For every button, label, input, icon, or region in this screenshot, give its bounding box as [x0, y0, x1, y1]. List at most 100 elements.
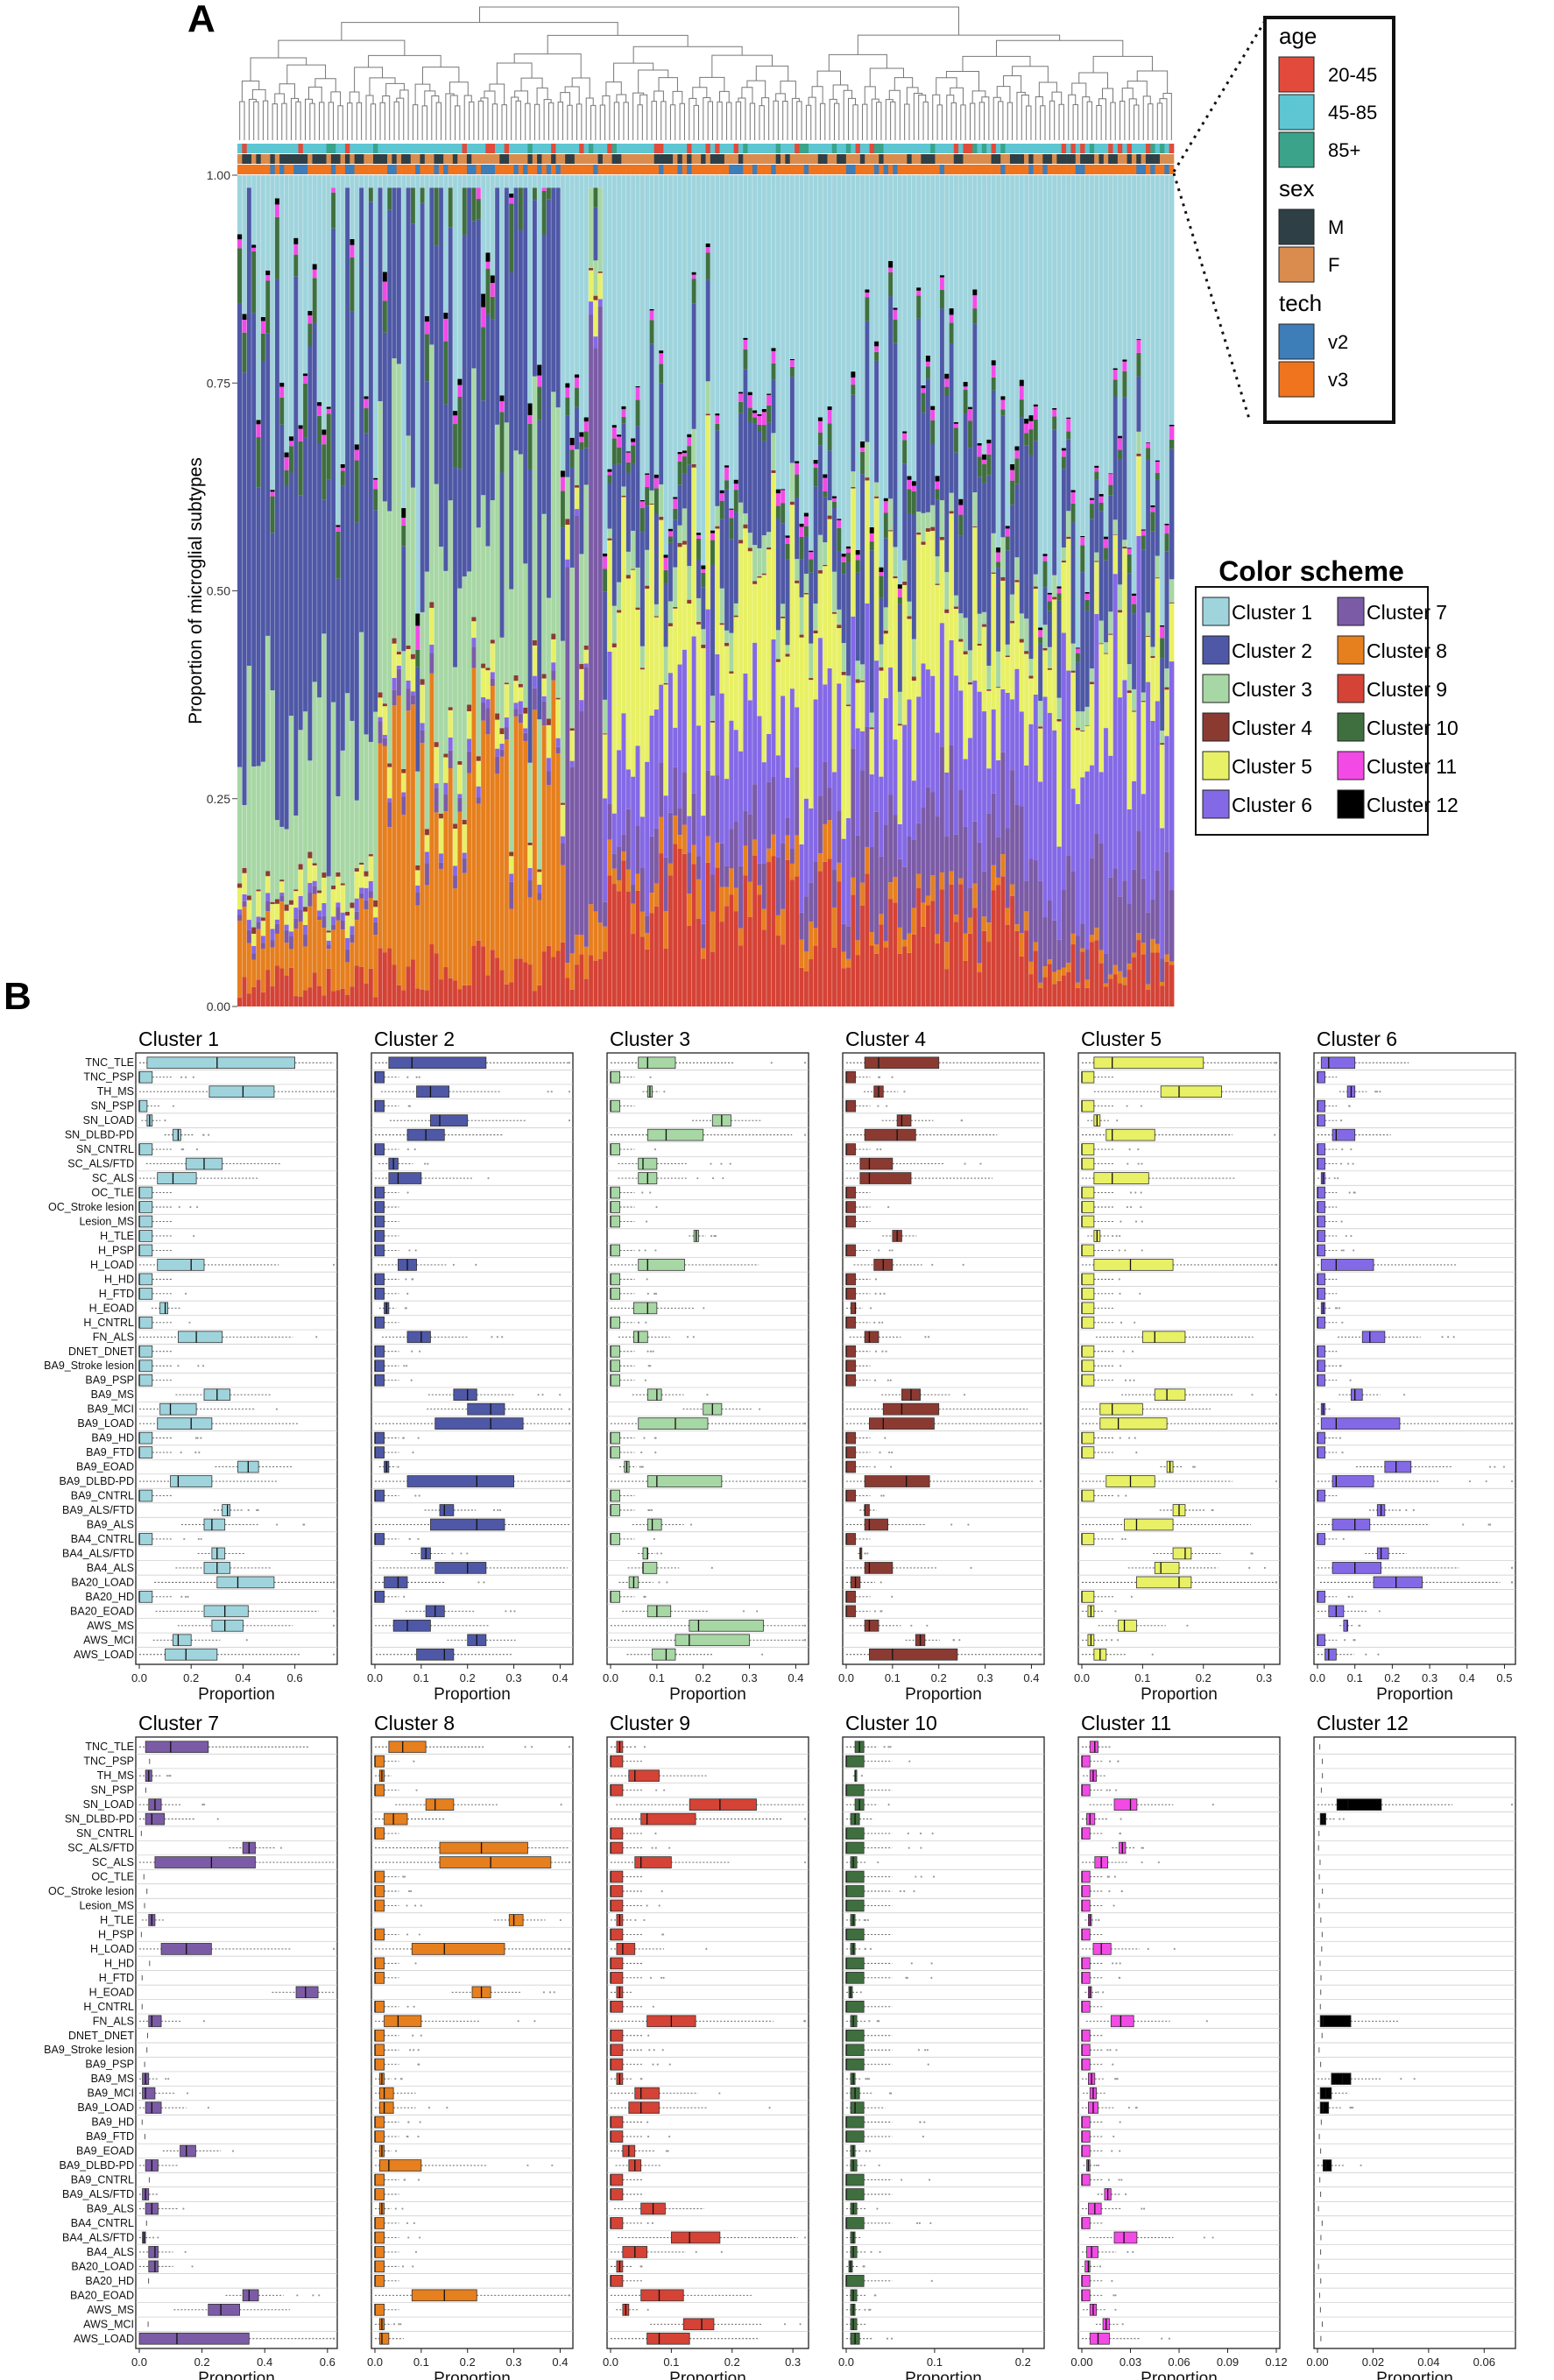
annotation-cell — [368, 144, 374, 153]
box — [610, 1359, 620, 1373]
bar-segment — [738, 865, 744, 929]
bar-segment — [1094, 465, 1099, 468]
bar-segment — [616, 879, 622, 892]
annotation-cell — [546, 154, 552, 164]
outlier-point — [873, 1610, 877, 1613]
outlier-point — [1129, 1191, 1133, 1194]
dendrogram-branch — [780, 81, 796, 99]
bar-segment — [265, 175, 271, 271]
bar-segment — [865, 297, 870, 321]
bar-segment — [378, 692, 384, 698]
bar-segment — [677, 461, 683, 485]
bar-segment — [677, 484, 683, 526]
box — [845, 1345, 856, 1358]
bar-segment — [916, 318, 922, 512]
dendrogram-branch — [669, 104, 676, 140]
annotation-cell — [733, 144, 739, 153]
bar-segment — [893, 739, 899, 816]
bar-segment — [1000, 409, 1006, 416]
bar-segment — [274, 965, 280, 1006]
bar-segment — [302, 711, 308, 908]
bar-segment — [668, 863, 674, 876]
bar-segment — [625, 175, 632, 452]
annotation-cell — [771, 144, 776, 153]
annotation-cell — [602, 154, 608, 164]
bar-segment — [649, 309, 655, 311]
panel-title: Cluster 4 — [845, 1028, 926, 1050]
sample-bar — [1122, 175, 1127, 1006]
bar-segment — [659, 175, 664, 351]
outlier-point — [1140, 1205, 1142, 1209]
color-label: Cluster 1 — [1232, 601, 1312, 624]
bar-segment — [494, 187, 500, 425]
box — [157, 1417, 213, 1430]
bar-segment — [757, 885, 763, 895]
bar-segment — [859, 770, 865, 883]
bar-segment — [901, 433, 908, 441]
bar-segment — [845, 704, 851, 707]
annotation-cell — [967, 165, 973, 174]
bar-segment — [635, 890, 641, 1006]
bar-segment — [274, 820, 280, 900]
bar-segment — [1066, 175, 1071, 418]
annotation-cell — [274, 165, 280, 174]
outlier-point — [962, 1263, 964, 1267]
bar-segment — [583, 946, 590, 979]
outlier-point — [411, 1350, 413, 1352]
annotation-cell — [1155, 165, 1161, 174]
category-label: H_PSP — [98, 1244, 134, 1256]
bar-segment — [1145, 460, 1151, 613]
dendrogram-branch — [852, 104, 858, 140]
bar-segment — [837, 810, 842, 863]
annotation-cell — [981, 144, 987, 153]
bar-segment — [859, 451, 865, 475]
x-tick-label: 0.2 — [931, 1671, 947, 1684]
outlier-point — [910, 1624, 913, 1627]
bar-segment — [293, 889, 299, 892]
bar-segment — [883, 947, 889, 1006]
dendrogram-branch — [791, 97, 800, 140]
bar-segment — [1070, 944, 1077, 1006]
annotation-cell — [687, 144, 692, 153]
bar-segment — [897, 725, 903, 824]
bar-segment — [1028, 429, 1035, 456]
outlier-point — [550, 1091, 553, 1093]
bar-segment — [1103, 175, 1109, 537]
bar-segment — [1122, 540, 1127, 547]
bar-segment — [799, 559, 805, 597]
bar-segment — [434, 484, 440, 743]
annotation-cell — [490, 154, 496, 164]
bar-segment — [1056, 970, 1063, 981]
dendrogram-branch — [274, 93, 285, 104]
bar-segment — [967, 887, 973, 918]
bar-segment — [831, 611, 837, 614]
bar-segment — [583, 663, 590, 667]
bar-segment — [462, 858, 468, 873]
bar-segment — [1136, 830, 1141, 934]
bar-segment — [851, 175, 856, 372]
bar-segment — [406, 645, 412, 649]
bar-segment — [392, 187, 398, 359]
bar-segment — [1150, 938, 1156, 953]
bar-segment — [298, 175, 304, 426]
bar-segment — [649, 320, 655, 344]
box — [1093, 1259, 1174, 1271]
outlier-point — [418, 1076, 420, 1078]
bar-segment — [1098, 644, 1105, 773]
annotation-cell — [1047, 144, 1053, 153]
bar-segment — [237, 248, 243, 304]
bar-segment — [1066, 971, 1071, 1006]
annotation-cell — [859, 165, 865, 174]
bar-segment — [639, 646, 646, 668]
dendrogram-branch — [412, 104, 419, 140]
bar-segment — [466, 985, 472, 1006]
bar-segment — [565, 397, 570, 416]
bar-segment — [602, 699, 608, 734]
box — [138, 1230, 153, 1242]
sample-bar — [574, 175, 580, 1006]
bar-segment — [265, 876, 271, 893]
bar-segment — [415, 865, 420, 871]
bar-segment — [1000, 752, 1006, 855]
bar-segment — [1047, 964, 1053, 1006]
bar-segment — [616, 610, 622, 613]
